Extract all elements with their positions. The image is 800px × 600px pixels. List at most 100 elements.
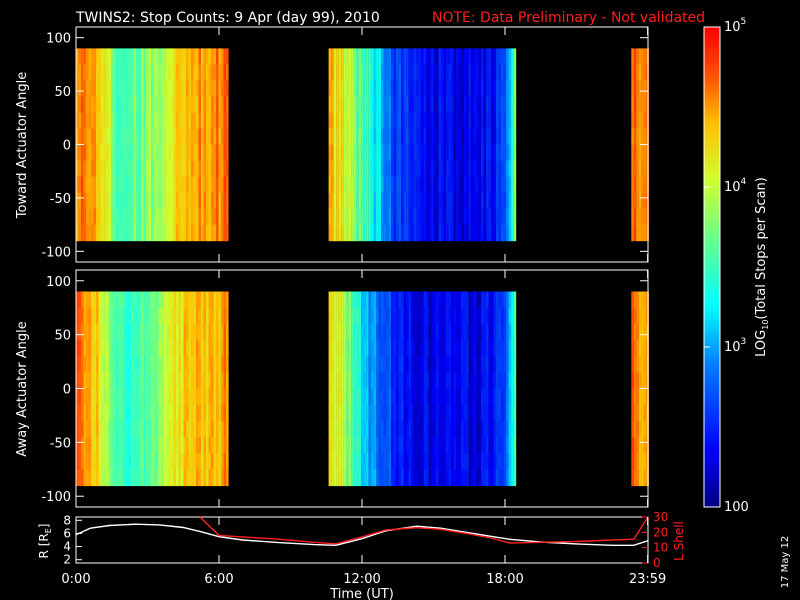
heatmap-cell bbox=[476, 469, 479, 487]
heatmap-cell bbox=[471, 388, 474, 406]
heatmap-cell bbox=[401, 144, 404, 162]
heatmap-cell bbox=[413, 356, 417, 373]
heatmap-cell bbox=[438, 176, 442, 194]
heatmap-cell bbox=[101, 356, 104, 373]
heatmap-cell bbox=[88, 453, 92, 470]
heatmap-cell bbox=[218, 404, 222, 422]
heatmap-cell bbox=[96, 404, 99, 422]
heatmap-cell bbox=[173, 144, 177, 162]
heatmap-cell bbox=[396, 307, 399, 325]
heatmap-cell bbox=[466, 437, 469, 454]
heatmap-cell bbox=[178, 224, 182, 242]
heatmap-cell bbox=[86, 160, 89, 178]
heatmap-cell bbox=[496, 176, 499, 194]
heatmap-cell bbox=[206, 48, 209, 65]
heatmap-cell bbox=[341, 64, 344, 81]
heatmap-cell bbox=[181, 144, 184, 162]
heatmap-cell bbox=[343, 372, 347, 390]
heatmap-cell bbox=[498, 192, 502, 210]
heatmap-cell bbox=[378, 128, 382, 146]
heatmap-cell bbox=[108, 112, 112, 130]
heatmap-cell bbox=[81, 192, 84, 210]
heatmap-cell bbox=[396, 420, 399, 438]
heatmap-cell bbox=[91, 80, 94, 97]
heatmap-cell bbox=[161, 48, 164, 65]
heatmap-cell bbox=[208, 372, 212, 390]
heatmap-cell bbox=[351, 80, 354, 97]
heatmap-cell bbox=[461, 160, 464, 178]
heatmap-cell bbox=[641, 112, 644, 130]
heatmap-cell bbox=[498, 224, 502, 242]
heatmap-cell bbox=[143, 307, 147, 325]
heatmap-cell bbox=[638, 356, 642, 373]
heatmap-cell bbox=[456, 208, 459, 226]
heatmap-cell bbox=[343, 453, 347, 470]
heatmap-cell bbox=[203, 144, 207, 162]
heatmap-cell bbox=[378, 80, 382, 97]
heatmap-cell bbox=[81, 208, 84, 226]
heatmap-cell bbox=[366, 144, 369, 162]
heatmap-cell bbox=[191, 469, 194, 487]
heatmap-cell bbox=[96, 208, 99, 226]
heatmap-cell bbox=[488, 420, 492, 438]
heatmap-cell bbox=[113, 340, 117, 357]
heatmap-cell bbox=[638, 144, 642, 162]
heatmap-cell bbox=[111, 160, 114, 178]
heatmap-cell bbox=[183, 208, 187, 226]
heatmap-cell bbox=[173, 469, 177, 487]
heatmap-cell bbox=[501, 323, 504, 341]
heatmap-cell bbox=[156, 420, 159, 438]
heatmap-cell bbox=[181, 176, 184, 194]
heatmap-cell bbox=[498, 48, 502, 65]
heatmap-cell bbox=[198, 340, 202, 357]
heatmap-cell bbox=[188, 128, 192, 146]
heatmap-cell bbox=[153, 388, 157, 406]
heatmap-cell bbox=[486, 224, 489, 242]
heatmap-cell bbox=[448, 192, 452, 210]
heatmap-cell bbox=[358, 291, 362, 309]
heatmap-cell bbox=[436, 291, 439, 309]
heatmap-cell bbox=[366, 291, 369, 309]
heatmap-cell bbox=[423, 80, 427, 97]
heatmap-cell bbox=[148, 208, 152, 226]
heatmap-cell bbox=[378, 96, 382, 113]
heatmap-cell bbox=[76, 340, 79, 357]
heatmap-cell bbox=[98, 112, 102, 130]
heatmap-cell bbox=[633, 323, 637, 341]
heatmap-cell bbox=[201, 192, 204, 210]
heatmap-cell bbox=[138, 112, 142, 130]
heatmap-cell bbox=[208, 96, 212, 113]
heatmap-cell bbox=[453, 340, 457, 357]
heatmap-cell bbox=[76, 144, 79, 162]
heatmap-cell bbox=[226, 323, 229, 341]
heatmap-cell bbox=[508, 420, 512, 438]
heatmap-cell bbox=[196, 323, 199, 341]
heatmap-cell bbox=[468, 144, 472, 162]
heatmap-cell bbox=[96, 437, 99, 454]
heatmap-cell bbox=[193, 128, 197, 146]
heatmap-cell bbox=[128, 420, 132, 438]
heatmap-cell bbox=[351, 144, 354, 162]
heatmap-cell bbox=[83, 469, 87, 487]
heatmap-cell bbox=[161, 112, 164, 130]
heatmap-cell bbox=[421, 453, 424, 470]
heatmap-cell bbox=[513, 176, 517, 194]
heatmap-cell bbox=[86, 388, 89, 406]
heatmap-cell bbox=[361, 388, 364, 406]
heatmap-cell bbox=[353, 291, 357, 309]
heatmap-cell bbox=[336, 80, 339, 97]
heatmap-cell bbox=[358, 453, 362, 470]
heatmap-cell bbox=[178, 160, 182, 178]
heatmap-cell bbox=[491, 453, 494, 470]
heatmap-cell bbox=[158, 64, 162, 81]
heatmap-cell bbox=[511, 224, 514, 242]
heatmap-cell bbox=[473, 356, 477, 373]
heatmap-cell bbox=[513, 372, 517, 390]
heatmap-cell bbox=[78, 453, 82, 470]
heatmap-cell bbox=[81, 224, 84, 242]
heatmap-cell bbox=[643, 404, 647, 422]
heatmap-cell bbox=[513, 307, 517, 325]
heatmap-cell bbox=[376, 128, 379, 146]
heatmap-cell bbox=[483, 420, 487, 438]
